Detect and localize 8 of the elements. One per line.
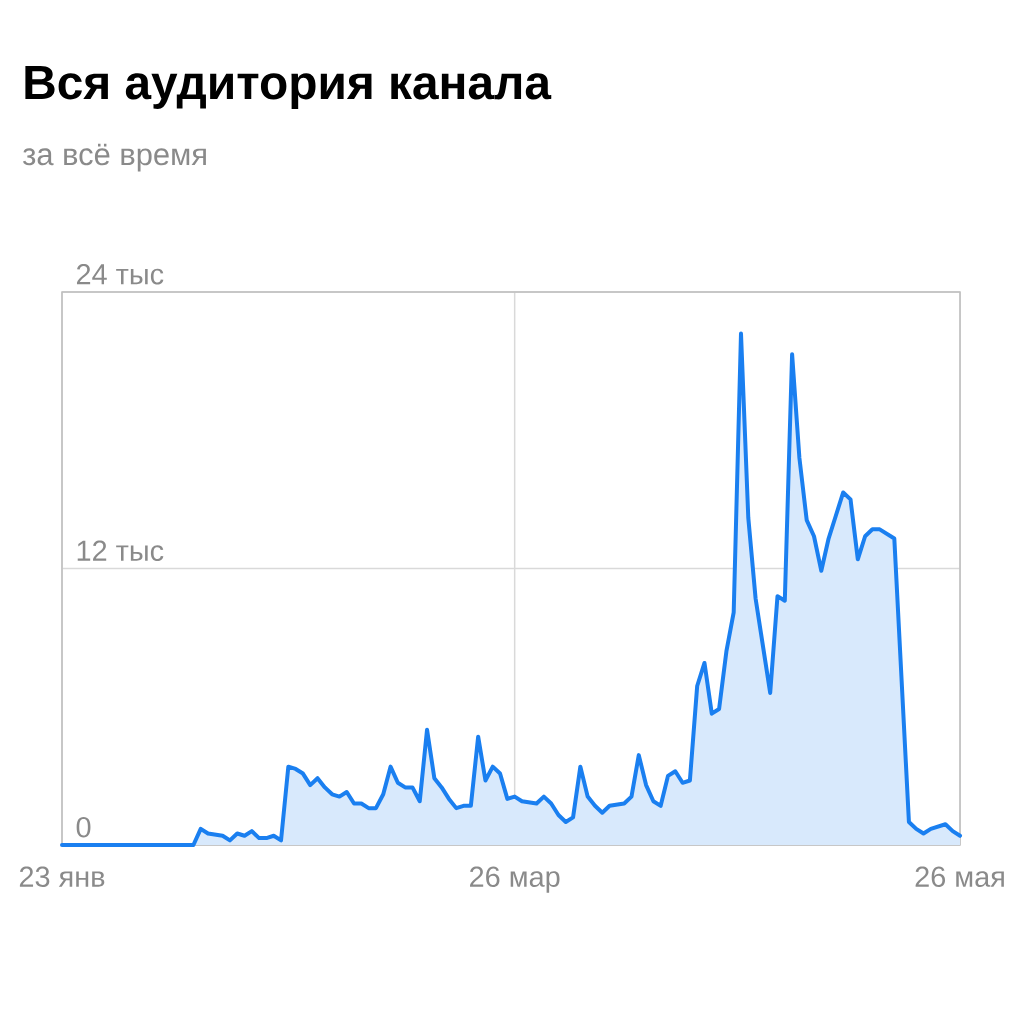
y-tick-label: 24 тыс [76, 264, 164, 285]
chart-subtitle: за всё время [22, 143, 206, 172]
x-tick-label: 23 янв [19, 866, 105, 887]
y-tick-label: 0 [76, 817, 91, 838]
x-tick-label: 26 мая [915, 866, 1004, 887]
x-tick-label: 26 мар [470, 866, 560, 893]
y-tick-label: 12 тыс [77, 540, 164, 561]
chart-title: Вся аудитория канала [25, 66, 552, 109]
